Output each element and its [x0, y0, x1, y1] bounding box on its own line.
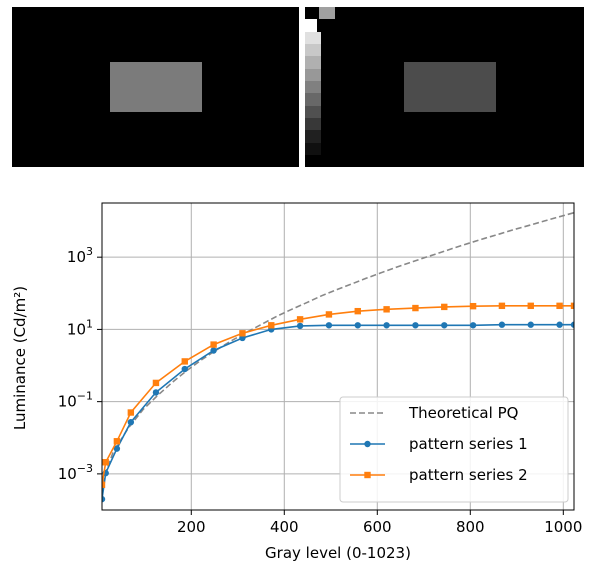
ramp-step	[305, 93, 321, 106]
x-tick-label: 600	[363, 518, 392, 536]
data-point	[152, 379, 160, 387]
data-point	[570, 302, 574, 310]
axis-ticks: 200 400 600 800 1000 10−3 10−1 101 103	[58, 245, 583, 536]
legend-marker	[364, 440, 371, 448]
y-axis-title: Luminance (Cd/m²)	[11, 286, 29, 430]
y-tick-label: 10−3	[58, 462, 93, 483]
ramp-step	[305, 80, 321, 94]
data-point	[412, 304, 419, 312]
data-point	[498, 321, 506, 328]
data-point	[469, 322, 477, 329]
chart-legend: Theoretical PQ pattern series 1 pattern se…	[339, 396, 569, 503]
data-point	[239, 330, 246, 337]
data-point	[268, 322, 275, 329]
data-point	[210, 347, 217, 354]
series-line	[102, 305, 574, 485]
x-tick-label: 200	[177, 518, 206, 536]
data-point	[354, 307, 361, 315]
legend-label: Theoretical PQ	[408, 404, 518, 422]
data-point	[412, 322, 419, 329]
legend-label: pattern series 1	[409, 435, 528, 453]
data-point	[556, 321, 563, 328]
plot-frame	[101, 202, 575, 511]
data-point	[113, 445, 121, 452]
right-gray-patch	[404, 62, 496, 112]
ramp-step	[319, 7, 335, 20]
luminance-chart: 200 400 600 800 1000 10−3 10−1 101 103 Gray leve…	[11, 202, 583, 562]
ramp-step	[305, 105, 321, 118]
data-point	[113, 438, 121, 445]
data-point	[383, 322, 390, 329]
ramp-step	[305, 130, 321, 143]
ramp-step	[305, 117, 321, 131]
data-point	[152, 389, 160, 396]
ramp-step	[305, 19, 317, 32]
data-point	[102, 481, 106, 488]
ramp-step	[305, 68, 321, 81]
right-stimulus-panel	[305, 7, 584, 167]
data-point	[469, 302, 477, 310]
series-lines	[102, 211, 574, 503]
data-point	[441, 322, 448, 329]
left-gray-patch	[110, 62, 202, 112]
series-line	[102, 211, 574, 493]
data-point	[441, 303, 448, 311]
data-point	[102, 495, 106, 503]
data-point	[181, 365, 188, 373]
x-tick-label: 800	[456, 518, 485, 536]
data-point	[210, 341, 217, 348]
data-point	[570, 321, 574, 328]
y-tick-label: 103	[67, 245, 93, 266]
legend-label: pattern series 2	[409, 466, 528, 484]
data-point	[527, 321, 534, 328]
data-point	[383, 306, 390, 313]
gray-ramp-strip	[305, 7, 335, 155]
data-point	[127, 418, 135, 426]
left-stimulus-panel	[12, 7, 299, 167]
data-point	[354, 322, 361, 329]
data-point	[102, 459, 109, 466]
ramp-step	[305, 56, 321, 69]
ramp-step	[305, 142, 321, 155]
legend-marker	[364, 471, 371, 479]
y-tick-label: 10−1	[58, 390, 93, 411]
data-point	[181, 358, 188, 365]
data-point	[127, 409, 135, 416]
x-tick-label: 400	[270, 518, 299, 536]
ramp-step	[305, 43, 321, 57]
data-point	[527, 302, 534, 310]
data-point	[498, 302, 506, 310]
grid-lines	[102, 203, 574, 510]
data-point	[296, 322, 304, 330]
legend-box	[339, 396, 569, 503]
series-line	[102, 323, 574, 500]
ramp-step	[305, 31, 321, 44]
data-point	[325, 322, 333, 329]
data-point	[296, 316, 304, 323]
data-point	[556, 302, 563, 310]
y-tick-label: 101	[67, 317, 93, 338]
x-tick-label: 1000	[544, 518, 582, 536]
data-point	[325, 311, 333, 318]
x-axis-title: Gray level (0-1023)	[265, 544, 411, 562]
